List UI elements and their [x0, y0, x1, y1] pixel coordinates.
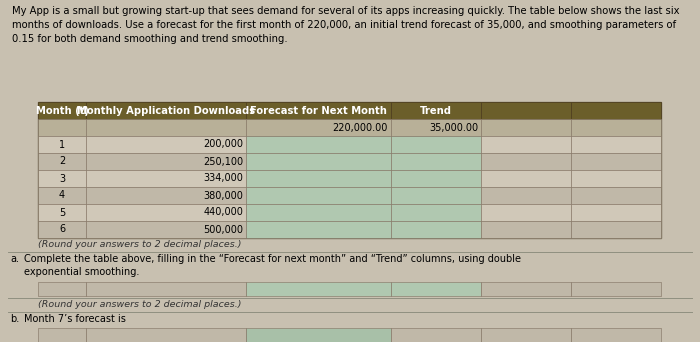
Bar — [391, 204, 481, 221]
Bar — [571, 282, 661, 296]
Bar — [481, 119, 571, 136]
Bar — [246, 136, 391, 153]
Bar — [481, 187, 571, 204]
Bar — [38, 221, 86, 238]
Bar — [38, 204, 86, 221]
Text: b.: b. — [10, 314, 20, 324]
Bar — [86, 204, 246, 221]
Text: Month (t): Month (t) — [36, 105, 88, 116]
Text: 334,000: 334,000 — [203, 173, 243, 184]
Bar — [246, 282, 391, 296]
Text: (Round your answers to 2 decimal places.): (Round your answers to 2 decimal places.… — [38, 300, 242, 309]
Bar — [481, 328, 571, 342]
Bar — [246, 170, 391, 187]
Bar — [38, 170, 86, 187]
Bar — [246, 187, 391, 204]
Bar — [391, 102, 481, 119]
Bar — [391, 170, 481, 187]
Text: 6: 6 — [59, 224, 65, 235]
Bar — [481, 170, 571, 187]
Bar — [571, 221, 661, 238]
Bar — [86, 187, 246, 204]
Text: 200,000: 200,000 — [203, 140, 243, 149]
Text: 2: 2 — [59, 157, 65, 167]
Bar — [38, 282, 86, 296]
Bar — [481, 282, 571, 296]
Text: Forecast for Next Month: Forecast for Next Month — [250, 105, 387, 116]
Bar — [481, 136, 571, 153]
Text: (Round your answers to 2 decimal places.): (Round your answers to 2 decimal places.… — [38, 240, 242, 249]
Text: Month 7’s forecast is: Month 7’s forecast is — [24, 314, 126, 324]
Bar — [481, 102, 571, 119]
Text: 440,000: 440,000 — [203, 208, 243, 218]
Bar — [391, 328, 481, 342]
Bar — [391, 282, 481, 296]
Text: a.: a. — [10, 254, 19, 264]
Text: Monthly Application Downloads: Monthly Application Downloads — [77, 105, 255, 116]
Text: 380,000: 380,000 — [203, 190, 243, 200]
Bar — [38, 102, 661, 238]
Bar — [86, 136, 246, 153]
Text: 35,000.00: 35,000.00 — [429, 122, 478, 132]
Bar — [246, 204, 391, 221]
Text: 4: 4 — [59, 190, 65, 200]
Bar — [86, 170, 246, 187]
Bar — [571, 204, 661, 221]
Bar — [246, 102, 391, 119]
Bar — [86, 102, 246, 119]
Bar — [571, 102, 661, 119]
Text: Trend: Trend — [420, 105, 452, 116]
Bar — [391, 136, 481, 153]
Text: 3: 3 — [59, 173, 65, 184]
Bar — [391, 153, 481, 170]
Text: My App is a small but growing start-up that sees demand for several of its apps : My App is a small but growing start-up t… — [12, 6, 680, 44]
Bar — [38, 187, 86, 204]
Bar — [246, 153, 391, 170]
Bar — [571, 153, 661, 170]
Bar — [481, 153, 571, 170]
Bar — [246, 328, 391, 342]
Bar — [38, 153, 86, 170]
Bar — [391, 119, 481, 136]
Bar — [391, 187, 481, 204]
Bar — [246, 119, 391, 136]
Bar — [246, 221, 391, 238]
Bar — [38, 136, 86, 153]
Bar — [571, 119, 661, 136]
Bar — [571, 136, 661, 153]
Text: 220,000.00: 220,000.00 — [332, 122, 388, 132]
Bar — [481, 204, 571, 221]
Bar — [86, 119, 246, 136]
Bar — [38, 119, 86, 136]
Bar — [571, 170, 661, 187]
Bar — [38, 328, 86, 342]
Text: 500,000: 500,000 — [203, 224, 243, 235]
Bar — [481, 221, 571, 238]
Text: 1: 1 — [59, 140, 65, 149]
Text: Complete the table above, filling in the “Forecast for next month” and “Trend” c: Complete the table above, filling in the… — [24, 254, 521, 277]
Bar — [86, 328, 246, 342]
Bar — [86, 153, 246, 170]
Bar — [571, 187, 661, 204]
Bar — [86, 282, 246, 296]
Bar — [391, 221, 481, 238]
Text: 5: 5 — [59, 208, 65, 218]
Bar — [571, 328, 661, 342]
Bar — [86, 221, 246, 238]
Text: 250,100: 250,100 — [203, 157, 243, 167]
Bar — [38, 102, 86, 119]
